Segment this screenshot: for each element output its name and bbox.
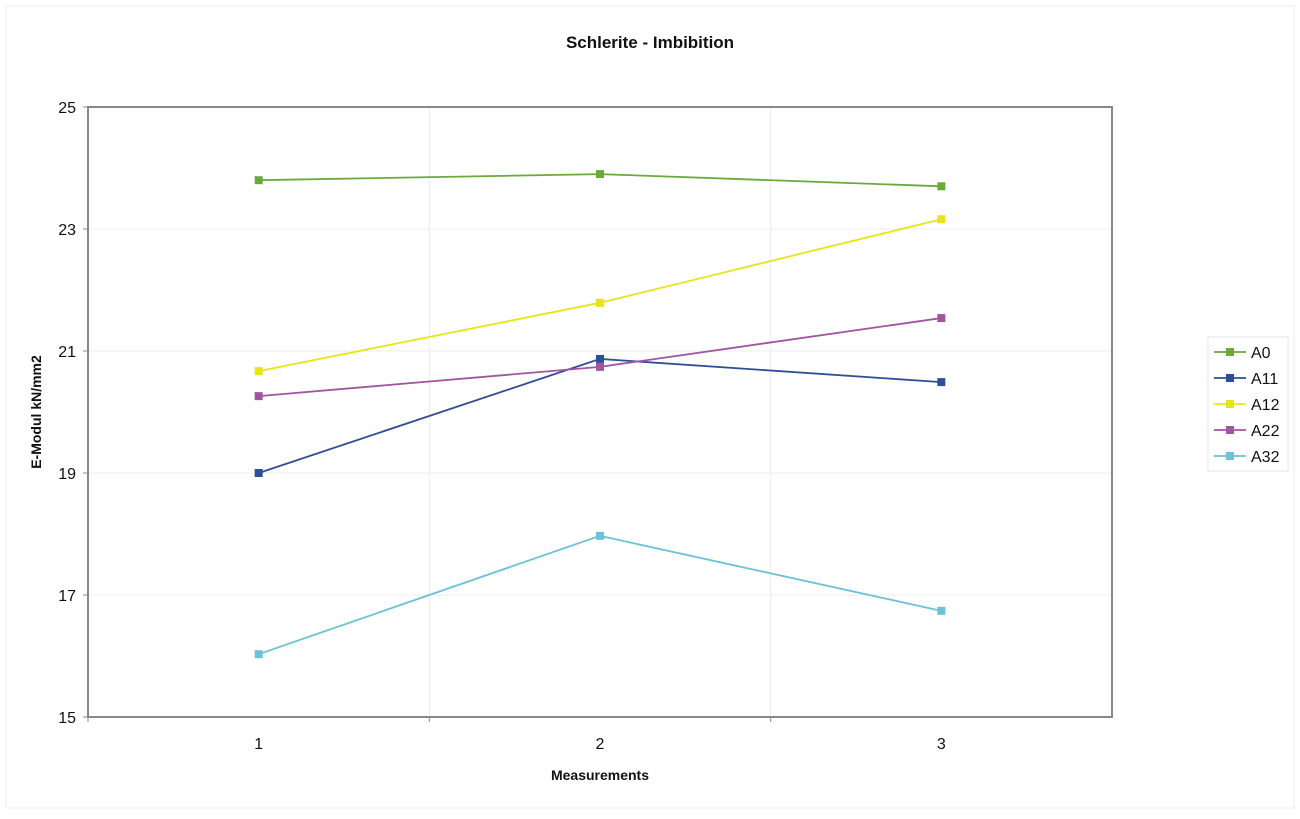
chart-title: Schlerite - Imbibition xyxy=(566,33,734,52)
data-point-A11 xyxy=(937,378,946,387)
legend-label-A0: A0 xyxy=(1251,345,1271,362)
chart-background xyxy=(5,5,1295,809)
y-tick-label: 25 xyxy=(58,100,76,117)
series-A0 xyxy=(254,170,946,191)
data-point-A0 xyxy=(937,182,946,191)
legend-label-A11: A11 xyxy=(1251,371,1278,388)
data-point-A12 xyxy=(596,298,604,307)
data-point-A22 xyxy=(596,362,604,371)
series-A22 xyxy=(254,314,946,401)
legend-label-A22: A22 xyxy=(1251,423,1280,440)
data-point-A32 xyxy=(254,650,263,659)
y-tick-label: 21 xyxy=(58,344,76,361)
x-tick-label: 2 xyxy=(596,736,605,753)
x-axis-label: Measurements xyxy=(551,767,649,783)
legend-marker-A12 xyxy=(1226,400,1234,408)
series-A12 xyxy=(254,215,946,376)
y-tick-label: 19 xyxy=(58,466,76,483)
y-tick-label: 15 xyxy=(58,710,76,727)
series-A11 xyxy=(254,354,946,477)
data-point-A0 xyxy=(596,170,604,179)
legend-label-A32: A32 xyxy=(1251,449,1280,466)
y-tick-label: 17 xyxy=(58,588,76,605)
data-point-A12 xyxy=(254,367,263,376)
data-point-A11 xyxy=(596,354,604,363)
plot-area xyxy=(87,106,1113,718)
series-A32 xyxy=(254,531,946,659)
data-point-A11 xyxy=(254,469,263,477)
legend-label-A12: A12 xyxy=(1251,397,1280,414)
legend-marker-A11 xyxy=(1226,374,1234,382)
data-point-A0 xyxy=(254,176,263,185)
x-tick-label: 1 xyxy=(254,736,263,753)
legend-marker-A22 xyxy=(1226,426,1234,434)
legend-marker-A32 xyxy=(1226,452,1234,460)
data-point-A32 xyxy=(937,606,946,615)
data-point-A22 xyxy=(937,314,946,323)
legend-marker-A0 xyxy=(1226,348,1234,356)
y-tick-label: 23 xyxy=(58,222,76,239)
data-point-A32 xyxy=(596,531,604,540)
y-axis-label: E-Modul kN/mm2 xyxy=(28,355,44,469)
x-tick-label: 3 xyxy=(937,736,946,753)
data-point-A12 xyxy=(937,215,946,224)
data-point-A22 xyxy=(254,392,263,401)
